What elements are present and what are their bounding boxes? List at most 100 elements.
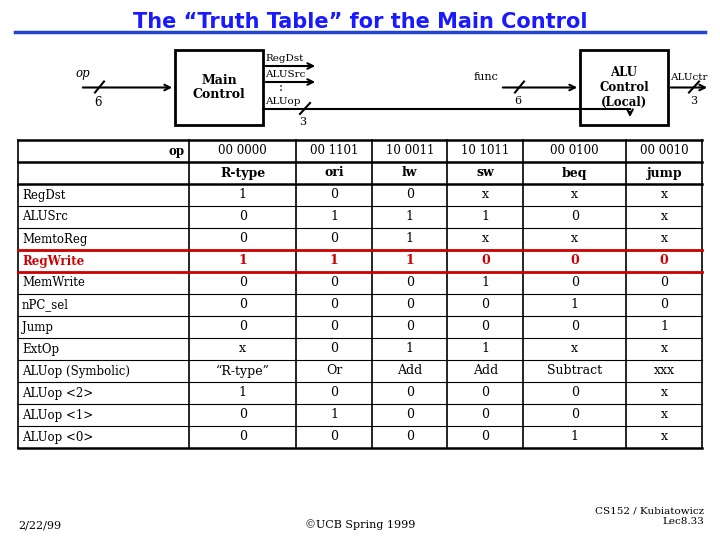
Text: RegWrite: RegWrite xyxy=(22,254,84,267)
Text: ALUop <0>: ALUop <0> xyxy=(22,430,94,443)
Text: lw: lw xyxy=(402,166,418,179)
Text: x: x xyxy=(661,342,667,355)
Text: 0: 0 xyxy=(239,299,247,312)
Text: 1: 1 xyxy=(238,254,247,267)
Text: x: x xyxy=(661,430,667,443)
Text: 0: 0 xyxy=(481,254,490,267)
Text: 00 0100: 00 0100 xyxy=(550,145,599,158)
Text: 0: 0 xyxy=(330,276,338,289)
Text: nPC_sel: nPC_sel xyxy=(22,299,69,312)
Text: 1: 1 xyxy=(481,276,490,289)
Text: 0: 0 xyxy=(330,188,338,201)
Text: 3: 3 xyxy=(300,117,307,127)
Text: x: x xyxy=(661,408,667,422)
Text: sw: sw xyxy=(477,166,494,179)
Text: x: x xyxy=(661,211,667,224)
Text: beq: beq xyxy=(562,166,588,179)
Text: 1: 1 xyxy=(330,408,338,422)
Text: 2/22/99: 2/22/99 xyxy=(18,520,61,530)
Text: 3: 3 xyxy=(690,97,698,106)
Text: 0: 0 xyxy=(405,321,414,334)
Text: 0: 0 xyxy=(239,430,247,443)
Text: x: x xyxy=(571,233,578,246)
Text: 0: 0 xyxy=(405,408,414,422)
Text: 10 1011: 10 1011 xyxy=(461,145,509,158)
Text: RegDst: RegDst xyxy=(265,54,303,63)
Text: Add: Add xyxy=(472,364,498,377)
Text: 0: 0 xyxy=(330,430,338,443)
Text: x: x xyxy=(661,233,667,246)
Text: ALUop <1>: ALUop <1> xyxy=(22,408,93,422)
Text: op: op xyxy=(75,68,89,80)
Text: 0: 0 xyxy=(660,299,668,312)
Text: 00 0000: 00 0000 xyxy=(218,145,267,158)
Text: Subtract: Subtract xyxy=(547,364,603,377)
Text: 0: 0 xyxy=(330,342,338,355)
Text: 0: 0 xyxy=(239,276,247,289)
Text: 0: 0 xyxy=(239,321,247,334)
Text: RegDst: RegDst xyxy=(22,188,66,201)
Text: 00 0010: 00 0010 xyxy=(640,145,688,158)
Text: ALUop (Symbolic): ALUop (Symbolic) xyxy=(22,364,130,377)
Text: ALUSrc: ALUSrc xyxy=(22,211,68,224)
Text: CS152 / Kubiatowicz
Lec8.33: CS152 / Kubiatowicz Lec8.33 xyxy=(595,507,704,526)
Text: 0: 0 xyxy=(405,299,414,312)
Text: xxx: xxx xyxy=(654,364,675,377)
Text: 0: 0 xyxy=(239,408,247,422)
Text: 1: 1 xyxy=(405,254,414,267)
Text: “R-type”: “R-type” xyxy=(216,364,269,377)
Text: 1: 1 xyxy=(239,188,247,201)
Text: 6: 6 xyxy=(94,97,102,110)
Bar xyxy=(580,50,668,125)
Text: 1: 1 xyxy=(481,211,490,224)
Text: x: x xyxy=(482,233,489,246)
Text: 1: 1 xyxy=(330,211,338,224)
Text: 0: 0 xyxy=(330,387,338,400)
Text: x: x xyxy=(239,342,246,355)
Text: ALUctr: ALUctr xyxy=(670,73,708,83)
Text: 0: 0 xyxy=(660,254,669,267)
Text: ALUSrc: ALUSrc xyxy=(265,70,305,79)
Text: ExtOp: ExtOp xyxy=(22,342,59,355)
Text: 1: 1 xyxy=(405,342,414,355)
Text: op: op xyxy=(169,145,185,158)
Text: 1: 1 xyxy=(660,321,668,334)
Text: 0: 0 xyxy=(239,211,247,224)
Text: :: : xyxy=(279,81,283,94)
Text: jump: jump xyxy=(647,166,682,179)
Text: 1: 1 xyxy=(571,299,579,312)
Text: Jump: Jump xyxy=(22,321,53,334)
Text: The “Truth Table” for the Main Control: The “Truth Table” for the Main Control xyxy=(132,12,588,32)
Bar xyxy=(175,50,263,125)
Text: 0: 0 xyxy=(330,299,338,312)
Text: x: x xyxy=(571,188,578,201)
Text: 00 1101: 00 1101 xyxy=(310,145,359,158)
Text: 0: 0 xyxy=(330,233,338,246)
Text: ALUop <2>: ALUop <2> xyxy=(22,387,93,400)
Text: 0: 0 xyxy=(481,299,490,312)
Text: 1: 1 xyxy=(330,254,338,267)
Text: 1: 1 xyxy=(239,387,247,400)
Text: 0: 0 xyxy=(571,408,579,422)
Text: MemtoReg: MemtoReg xyxy=(22,233,87,246)
Text: x: x xyxy=(482,188,489,201)
Text: 0: 0 xyxy=(570,254,579,267)
Text: 1: 1 xyxy=(405,211,414,224)
Text: 1: 1 xyxy=(405,233,414,246)
Text: x: x xyxy=(661,387,667,400)
Text: 0: 0 xyxy=(481,408,490,422)
Text: 0: 0 xyxy=(405,276,414,289)
Text: 0: 0 xyxy=(405,188,414,201)
Text: ALU
Control
(Local): ALU Control (Local) xyxy=(599,66,649,109)
Text: 0: 0 xyxy=(481,387,490,400)
Text: Or: Or xyxy=(326,364,342,377)
Text: 0: 0 xyxy=(239,233,247,246)
Text: 0: 0 xyxy=(571,387,579,400)
Text: ALUop: ALUop xyxy=(265,97,300,106)
Text: func: func xyxy=(473,71,498,82)
Text: Add: Add xyxy=(397,364,423,377)
Text: ori: ori xyxy=(324,166,344,179)
Text: 0: 0 xyxy=(405,387,414,400)
Text: x: x xyxy=(661,188,667,201)
Text: 0: 0 xyxy=(571,321,579,334)
